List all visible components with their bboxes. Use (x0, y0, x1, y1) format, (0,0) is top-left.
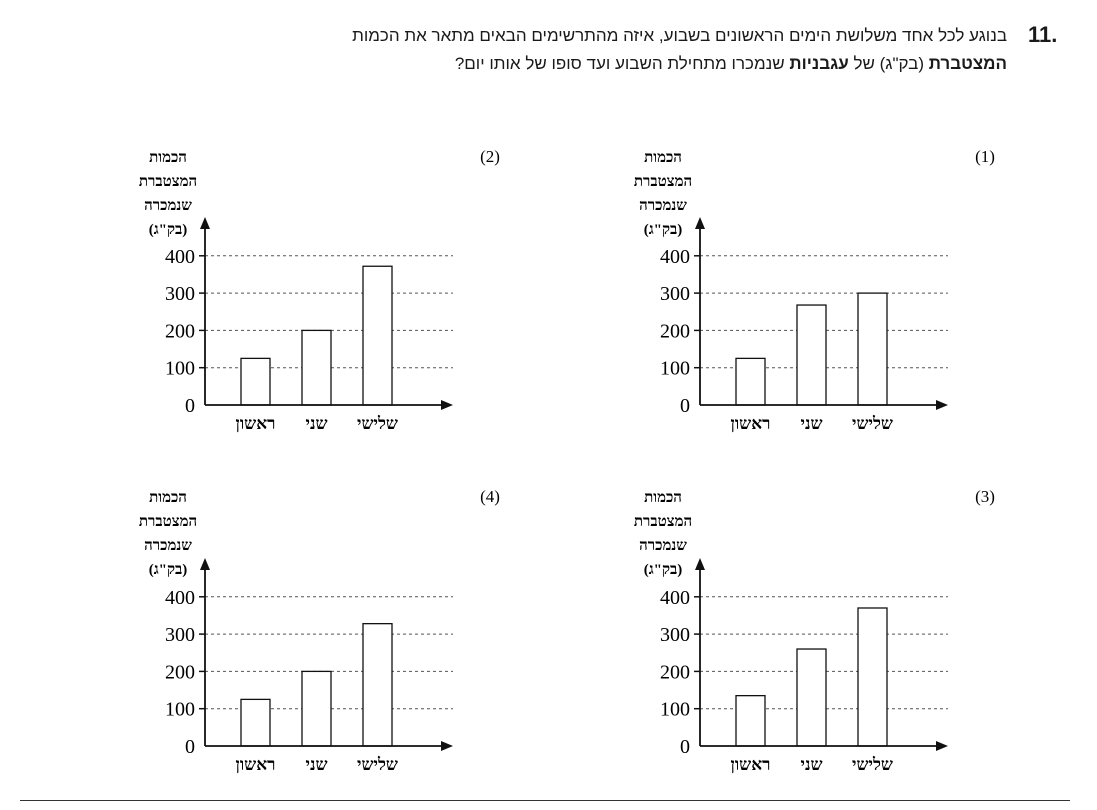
chart-3-ylabel-line: הכמות (644, 490, 682, 506)
chart-1-ylabel-line: שנמכרה (639, 198, 687, 214)
chart-2-x-axis-arrow (441, 400, 453, 410)
question-bold-cumulative: המצטברת (928, 54, 1007, 73)
chart-1-ytick-label: 300 (660, 283, 690, 305)
chart-2-category-label: שני (305, 414, 327, 433)
chart-2-ylabel-line: שנמכרה (144, 198, 192, 214)
chart-1-option-label: (1) (975, 147, 995, 166)
chart-2-ylabel-line: המצטברת (139, 174, 197, 190)
chart-1-category-label: ראשון (731, 414, 771, 433)
chart-3-ylabel-line: המצטברת (634, 514, 692, 530)
chart-3-ytick-label: 100 (660, 699, 690, 721)
chart-3-category-label: ראשון (731, 755, 771, 774)
chart-3-ytick-label: 0 (680, 736, 690, 758)
chart-1-category-label: שני (800, 414, 822, 433)
chart-4-category-label: שני (305, 755, 327, 774)
chart-3-bar-3 (857, 607, 888, 747)
chart-3-ylabel-line: שנמכרה (639, 538, 687, 554)
bottom-divider (20, 800, 1070, 801)
chart-2-category-label: ראשון (236, 414, 276, 433)
chart-4-y-axis-arrow (200, 558, 210, 570)
question-line-1: בנוגע לכל אחד משלושת הימים הראשונים בשבו… (352, 26, 1007, 45)
chart-2-ytick-label: 100 (165, 358, 195, 380)
chart-2-category-label: שלישי (357, 414, 398, 433)
question-text-unit: (בק"ג) של (848, 54, 929, 73)
chart-4-ytick-label: 200 (165, 661, 195, 683)
chart-1-ylabel-line: (בק"ג) (644, 222, 683, 238)
chart-2-ytick-label: 400 (165, 246, 195, 268)
chart-1-x-axis-arrow (936, 400, 948, 410)
chart-2-y-axis-arrow (200, 217, 210, 229)
chart-1-bar-3 (857, 292, 888, 406)
chart-3-ytick-label: 300 (660, 624, 690, 646)
chart-1-ytick-label: 200 (660, 320, 690, 342)
chart-4-ytick-label: 300 (165, 624, 195, 646)
question-line-2: המצטברת (בק"ג) של עגבניות שנמכרו מתחילת … (127, 50, 1007, 78)
question-bold-tomatoes: עגבניות (789, 54, 849, 73)
question-number: 11. (1028, 22, 1058, 47)
chart-4-category-label: שלישי (357, 755, 398, 774)
chart-2-ylabel-line: (בק"ג) (149, 222, 188, 238)
question-text-end: שנמכרו מתחילת השבוע ועד סופו של אותו יום… (454, 54, 790, 73)
chart-3-bar-1 (735, 694, 766, 747)
chart-1-ytick-label: 100 (660, 358, 690, 380)
chart-4-ylabel-line: הכמות (149, 490, 187, 506)
chart-1-ytick-label: 0 (680, 395, 690, 417)
chart-1-ylabel-line: הכמות (644, 150, 682, 166)
chart-4-bar-2 (301, 670, 332, 747)
chart-4-option-label: (4) (480, 487, 500, 506)
chart-1-ylabel-line: המצטברת (634, 174, 692, 190)
chart-2-bar-1 (240, 357, 271, 406)
chart-4-ytick-label: 100 (165, 699, 195, 721)
chart-2-ylabel-line: הכמות (149, 150, 187, 166)
chart-4-ytick-label: 400 (165, 587, 195, 609)
chart-4-x-axis-arrow (441, 741, 453, 751)
question-text: בנוגע לכל אחד משלושת הימים הראשונים בשבו… (127, 22, 1007, 78)
chart-3-category-label: שני (800, 755, 822, 774)
chart-3-category-label: שלישי (852, 755, 893, 774)
chart-1-category-label: שלישי (852, 414, 893, 433)
chart-2-option-label: (2) (480, 147, 500, 166)
chart-2-bar-2 (301, 329, 332, 406)
chart-1-ytick-label: 400 (660, 246, 690, 268)
chart-4-ylabel-line: המצטברת (139, 514, 197, 530)
chart-4-bar-1 (240, 698, 271, 747)
chart-3-ytick-label: 400 (660, 587, 690, 609)
chart-2-ytick-label: 0 (185, 395, 195, 417)
chart-4-ytick-label: 0 (185, 736, 195, 758)
chart-3-x-axis-arrow (936, 741, 948, 751)
chart-2-ytick-label: 300 (165, 283, 195, 305)
chart-2-ytick-label: 200 (165, 320, 195, 342)
chart-3-bar-2 (796, 648, 827, 747)
chart-4-category-label: ראשון (236, 755, 276, 774)
chart-4-ylabel-line: (בק"ג) (149, 562, 188, 578)
chart-1-bar-2 (796, 304, 827, 406)
chart-2-bar-3 (362, 265, 393, 406)
chart-1-bar-1 (735, 357, 766, 406)
chart-3-y-axis-arrow (695, 558, 705, 570)
chart-1-y-axis-arrow (695, 217, 705, 229)
chart-3-ylabel-line: (בק"ג) (644, 562, 683, 578)
chart-4-ylabel-line: שנמכרה (144, 538, 192, 554)
chart-3-ytick-label: 200 (660, 661, 690, 683)
chart-3-option-label: (3) (975, 487, 995, 506)
chart-4-bar-3 (362, 623, 393, 747)
